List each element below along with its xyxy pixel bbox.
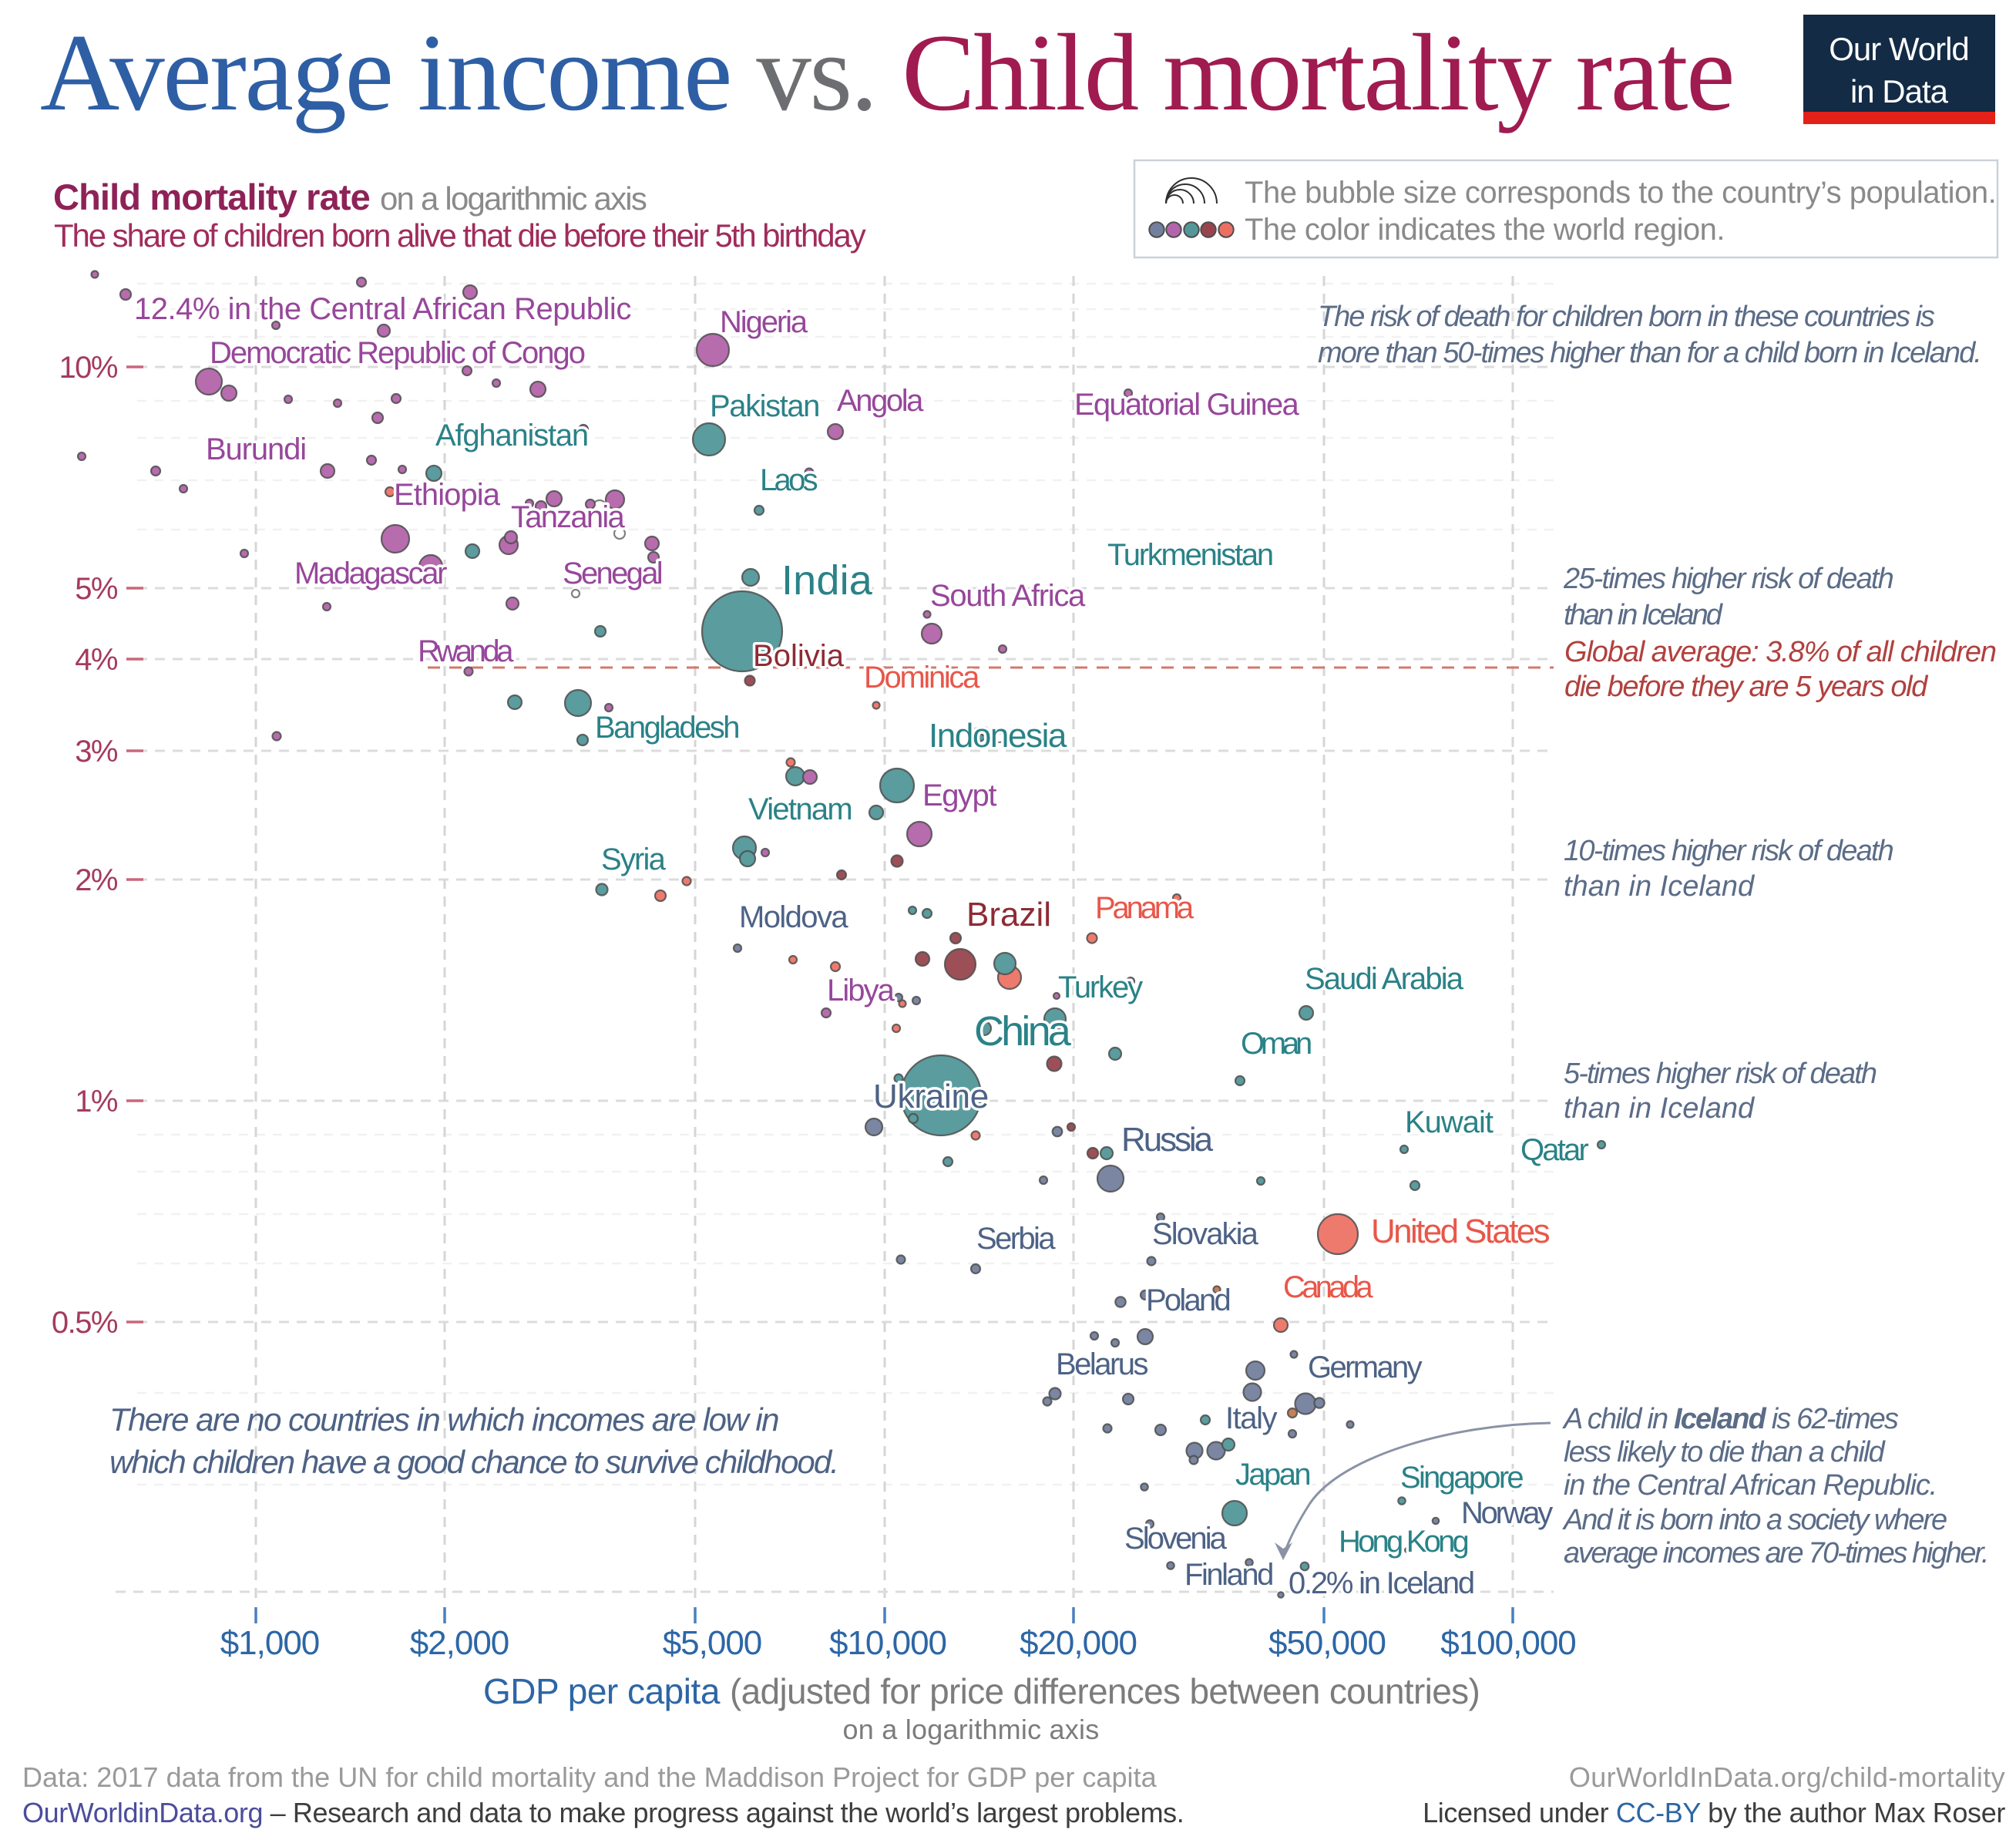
svg-text:OurWorldinData.org – Research: OurWorldinData.org – Research and data t… [22,1797,1184,1828]
svg-text:Panama: Panama [1095,891,1194,925]
svg-text:South Africa: South Africa [930,579,1086,613]
svg-text:in the Central African Republi: in the Central African Republic. [1564,1469,1937,1502]
svg-text:less likely to die than a chil: less likely to die than a child [1564,1436,1887,1468]
svg-text:Brazil: Brazil [966,896,1051,933]
svg-text:Saudi Arabia: Saudi Arabia [1305,962,1464,996]
svg-text:12.4% in the Central African R: 12.4% in the Central African Republic [134,292,631,326]
svg-text:Libya: Libya [827,974,895,1007]
svg-text:$5,000: $5,000 [663,1624,762,1662]
svg-text:Canada: Canada [1283,1270,1373,1304]
svg-text:Global average: 3.8% of all ch: Global average: 3.8% of all children [1564,636,1996,668]
svg-text:Qatar: Qatar [1520,1133,1588,1167]
svg-text:The share of children born ali: The share of children born alive that di… [54,217,866,254]
svg-text:1%: 1% [75,1085,118,1118]
svg-text:GDP per capita: GDP per capita [483,1671,721,1711]
svg-text:Hong Kong: Hong Kong [1339,1525,1468,1559]
svg-text:United States: United States [1371,1213,1550,1250]
svg-text:Russia: Russia [1121,1121,1214,1159]
svg-text:Poland: Poland [1146,1283,1230,1317]
svg-text:Bolivia: Bolivia [753,639,845,673]
svg-text:Slovakia: Slovakia [1152,1217,1259,1251]
svg-text:$50,000: $50,000 [1268,1624,1386,1662]
svg-text:which children have a good cha: which children have a good chance to sur… [109,1444,838,1480]
svg-text:$2,000: $2,000 [410,1624,509,1662]
svg-text:$20,000: $20,000 [1020,1624,1137,1662]
svg-text:Moldova: Moldova [739,900,848,934]
svg-text:than in Iceland: than in Iceland [1564,1092,1756,1125]
svg-text:The color indicates the world: The color indicates the world region. [1245,213,1725,247]
svg-text:5-times higher risk of death: 5-times higher risk of death [1564,1058,1877,1090]
svg-text:And it is born into a society: And it is born into a society where [1562,1504,1947,1536]
svg-text:OurWorldInData.org/child-morta: OurWorldInData.org/child-mortality [1569,1761,2005,1793]
svg-text:Italy: Italy [1225,1401,1277,1435]
svg-text:Licensed under CC-BY by the au: Licensed under CC-BY by the author Max R… [1423,1797,2005,1828]
svg-text:Afghanistan: Afghanistan [435,419,588,452]
svg-text:Serbia: Serbia [976,1222,1056,1256]
svg-text:Indonesia: Indonesia [929,717,1067,755]
svg-text:$100,000: $100,000 [1440,1624,1576,1662]
svg-text:Turkey: Turkey [1058,970,1143,1004]
svg-text:10%: 10% [59,351,117,385]
svg-text:There are no countries in whic: There are no countries in which incomes … [109,1401,778,1438]
svg-text:Egypt: Egypt [922,779,996,812]
svg-text:0.2% in Iceland: 0.2% in Iceland [1289,1566,1473,1600]
svg-text:(adjusted for price difference: (adjusted for price differences between … [730,1671,1480,1711]
svg-text:average incomes are 70-times h: average incomes are 70-times higher. [1564,1537,1987,1569]
svg-text:Nigeria: Nigeria [720,305,808,339]
svg-text:The bubble size corresponds to: The bubble size corresponds to the count… [1245,176,1996,210]
svg-text:Bangladesh: Bangladesh [595,711,738,745]
svg-text:Angola: Angola [837,384,924,418]
svg-text:5%: 5% [75,572,118,606]
svg-text:than in Iceland: than in Iceland [1564,870,1756,903]
svg-text:25-times higher risk of death: 25-times higher risk of death [1563,563,1893,595]
svg-text:Democratic Republic of Congo: Democratic Republic of Congo [210,336,585,370]
svg-text:Tanzania: Tanzania [511,500,625,534]
svg-text:A child in Iceland is 62-times: A child in Iceland is 62-times [1562,1403,1899,1435]
svg-text:Belarus: Belarus [1056,1347,1148,1381]
svg-text:The risk of death for children: The risk of death for children born in t… [1318,301,1935,333]
svg-text:more than 50-times higher than: more than 50-times higher than for a chi… [1318,337,1981,369]
svg-text:Turkmenistan: Turkmenistan [1107,538,1272,572]
svg-text:on a logarithmic axis: on a logarithmic axis [380,180,647,217]
svg-text:India: India [781,557,873,604]
svg-text:Oman: Oman [1241,1027,1311,1061]
svg-text:Ukraine: Ukraine [873,1078,989,1115]
svg-text:than in Iceland: than in Iceland [1564,599,1724,631]
svg-text:Burundi: Burundi [206,432,306,466]
svg-text:Germany: Germany [1308,1351,1423,1384]
svg-text:Norway: Norway [1461,1496,1553,1530]
svg-text:Pakistan: Pakistan [710,389,819,423]
svg-text:Data: 2017 data from the UN fo: Data: 2017 data from the UN for child mo… [22,1761,1158,1793]
svg-text:0.5%: 0.5% [52,1306,118,1340]
svg-text:Our World: Our World [1829,31,1969,67]
svg-text:Kuwait: Kuwait [1405,1105,1494,1139]
svg-text:Senegal: Senegal [563,557,662,590]
svg-text:Slovenia: Slovenia [1124,1522,1228,1556]
svg-text:Equatorial Guinea: Equatorial Guinea [1074,388,1299,422]
svg-text:Dominica: Dominica [864,661,980,695]
svg-text:4%: 4% [75,643,118,677]
svg-text:Average income vs. Child morta: Average income vs. Child mortality rate [40,12,1733,133]
svg-text:Singapore: Singapore [1400,1461,1523,1495]
svg-text:2%: 2% [75,863,118,897]
svg-text:$1,000: $1,000 [220,1624,320,1662]
svg-text:Ethiopia: Ethiopia [394,478,501,512]
svg-text:Vietnam: Vietnam [748,792,852,826]
svg-text:die before they are 5 years ol: die before they are 5 years old [1564,671,1929,703]
svg-text:10-times higher risk of death: 10-times higher risk of death [1564,835,1893,867]
svg-text:3%: 3% [75,735,118,769]
svg-text:in Data: in Data [1850,73,1949,109]
svg-text:Laos: Laos [760,463,818,497]
svg-text:Madagascar: Madagascar [294,557,447,590]
svg-text:on a logarithmic axis: on a logarithmic axis [843,1714,1100,1745]
svg-text:Japan: Japan [1235,1458,1309,1492]
svg-text:$10,000: $10,000 [829,1624,946,1662]
svg-text:Syria: Syria [601,843,667,876]
svg-text:China: China [974,1008,1072,1055]
svg-text:Child mortality rate: Child mortality rate [53,177,370,217]
svg-text:Rwanda: Rwanda [418,634,514,668]
svg-text:Finland: Finland [1184,1558,1272,1592]
